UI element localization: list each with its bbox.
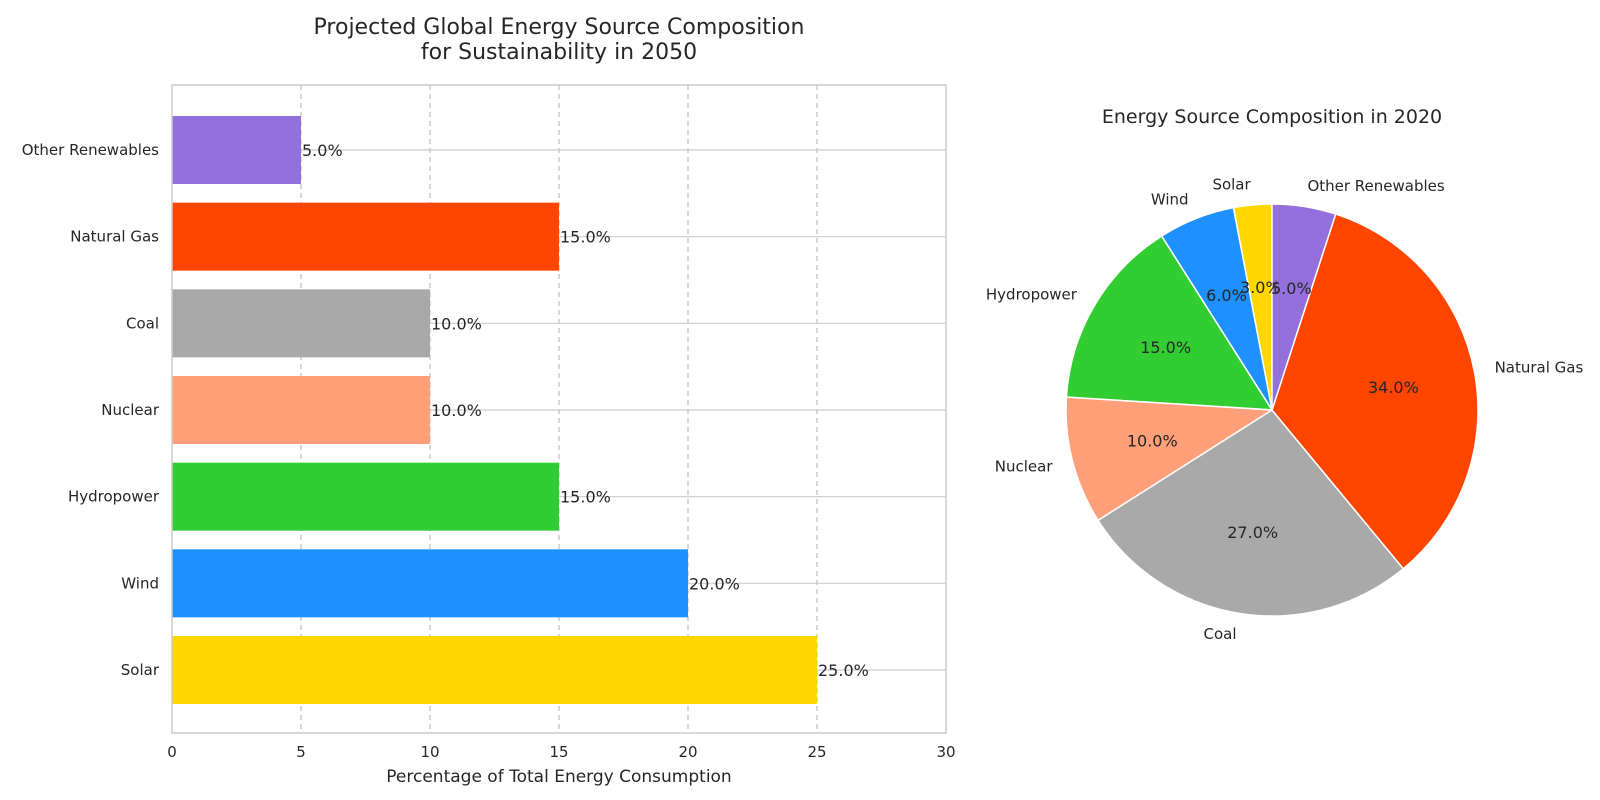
bar-data-label-wind: 20.0% bbox=[689, 574, 740, 593]
bar-category-label-natural-gas: Natural Gas bbox=[70, 228, 159, 246]
bar-category-label-wind: Wind bbox=[121, 574, 159, 592]
pie-percent-labels: 3.0%6.0% 15.0% 10.0% 27.0% 34.0% 5.0% bbox=[1127, 278, 1419, 542]
bar-category-label-solar: Solar bbox=[121, 661, 160, 679]
bar-category-label-nuclear: Nuclear bbox=[101, 401, 160, 419]
pie-category-label-solar: Solar bbox=[1212, 175, 1251, 193]
bar-natural-gas bbox=[172, 202, 559, 271]
pie-slice-nuclear bbox=[1065, 396, 1275, 522]
bar-x-tick-label: 0 bbox=[167, 743, 177, 761]
bar-data-label-hydropower: 15.0% bbox=[560, 488, 611, 507]
bar-data-label-nuclear: 10.0% bbox=[431, 401, 482, 420]
pie-slices bbox=[1065, 203, 1479, 617]
bar-data-label-coal: 10.0% bbox=[431, 314, 482, 333]
bar-x-tick-label: 20 bbox=[678, 743, 697, 761]
bar-chart-title: Projected Global Energy Source Compositi… bbox=[314, 15, 805, 65]
bar-data-label-natural-gas: 15.0% bbox=[560, 228, 611, 247]
pie-category-label-other-renewables: Other Renewables bbox=[1307, 177, 1444, 195]
pie-chart-title: Energy Source Composition in 2020 bbox=[1102, 106, 1442, 128]
bar-x-tick-label: 30 bbox=[936, 743, 955, 761]
pie-chart: Energy Source Composition in 2020 Solar W… bbox=[986, 106, 1584, 643]
pie-percent-label-solar: 3.0% bbox=[1240, 278, 1281, 297]
pie-category-label-wind: Wind bbox=[1151, 190, 1189, 208]
pie-percent-label-wind: 6.0% bbox=[1206, 286, 1247, 305]
pie-percent-label-hydropower: 15.0% bbox=[1140, 338, 1191, 357]
pie-category-label-hydropower: Hydropower bbox=[986, 286, 1078, 304]
pie-category-label-nuclear: Nuclear bbox=[995, 457, 1054, 475]
bar-chart: Projected Global Energy Source Compositi… bbox=[22, 15, 956, 787]
bar-other-renewables bbox=[172, 116, 301, 184]
pie-percent-label-nuclear: 10.0% bbox=[1127, 432, 1178, 451]
bar-nuclear bbox=[172, 376, 430, 444]
bar-coal bbox=[172, 289, 430, 358]
pie-slice-coal bbox=[1097, 409, 1405, 617]
bar-plot-frame bbox=[171, 84, 947, 734]
pie-slice-hydropower bbox=[1065, 235, 1274, 411]
pie-slice-natural-gas bbox=[1271, 213, 1479, 570]
pie-percent-label-coal: 27.0% bbox=[1227, 523, 1278, 542]
bar-x-axis-ticks: 0 5 10 15 20 25 30 bbox=[167, 743, 955, 761]
bar-solar bbox=[172, 636, 817, 704]
bar-x-tick-label: 15 bbox=[549, 743, 568, 761]
bar-chart-title-line: Projected Global Energy Source Compositi… bbox=[314, 15, 805, 40]
bar-series bbox=[172, 116, 817, 704]
pie-category-labels: Solar Wind Hydropower Nuclear Coal Natural Ga… bbox=[986, 175, 1584, 642]
bar-x-tick-label: 5 bbox=[296, 743, 306, 761]
bar-hydropower bbox=[172, 462, 559, 531]
bar-y-axis-labels: Solar Wind Hydropower Nuclear Coal Natural Ga… bbox=[22, 141, 160, 679]
pie-category-label-natural-gas: Natural Gas bbox=[1495, 359, 1584, 377]
pie-percent-label-other-renewables: 5.0% bbox=[1271, 279, 1312, 298]
pie-percent-label-natural-gas: 34.0% bbox=[1368, 378, 1419, 397]
bar-data-labels: 25.0% 20.0% 15.0% 10.0% 10.0% 15.0% 5.0% bbox=[302, 141, 869, 680]
pie-slice-other-renewables bbox=[1271, 203, 1337, 411]
pie-category-label-coal: Coal bbox=[1204, 625, 1237, 643]
bar-x-axis-label: Percentage of Total Energy Consumption bbox=[386, 767, 731, 787]
bar-x-tick-label: 25 bbox=[807, 743, 826, 761]
bar-category-label-coal: Coal bbox=[126, 314, 159, 332]
bar-category-label-hydropower: Hydropower bbox=[68, 488, 160, 506]
bar-data-label-solar: 25.0% bbox=[818, 661, 869, 680]
bar-wind bbox=[172, 549, 688, 618]
bar-x-tick-label: 10 bbox=[420, 743, 439, 761]
bar-category-label-other-renewables: Other Renewables bbox=[22, 141, 159, 159]
bar-data-label-other-renewables: 5.0% bbox=[302, 141, 343, 160]
bar-chart-title-line: for Sustainability in 2050 bbox=[421, 40, 697, 65]
